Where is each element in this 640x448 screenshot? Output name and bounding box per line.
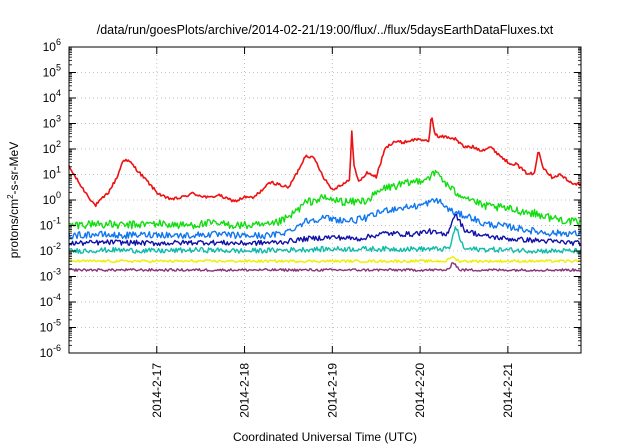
y-tick-base: 10 bbox=[43, 66, 57, 80]
y-tick-base: 10 bbox=[40, 321, 54, 335]
x-tick-label: 2014-2-18 bbox=[238, 363, 252, 418]
x-tick-label: 2014-2-20 bbox=[413, 363, 427, 418]
y-tick-label: 10-4 bbox=[40, 292, 61, 309]
y-tick-exponent: -1 bbox=[53, 216, 61, 226]
y-tick-base: 10 bbox=[40, 219, 54, 233]
y-tick-base: 10 bbox=[43, 193, 57, 207]
y-tick-base: 10 bbox=[43, 117, 57, 131]
y-tick-exponent: 3 bbox=[56, 114, 61, 124]
y-tick-exponent: 2 bbox=[56, 139, 61, 149]
y-tick-label: 10-6 bbox=[40, 343, 61, 360]
series-line-7 bbox=[68, 262, 582, 272]
series-line-6 bbox=[68, 255, 582, 264]
y-tick-base: 10 bbox=[40, 295, 54, 309]
y-tick-base: 10 bbox=[43, 168, 57, 182]
y-tick-label: 101 bbox=[43, 165, 61, 182]
y-tick-base: 10 bbox=[40, 270, 54, 284]
y-tick-base: 10 bbox=[40, 244, 54, 258]
y-tick-label: 103 bbox=[43, 114, 61, 131]
y-tick-exponent: 0 bbox=[56, 190, 61, 200]
y-tick-label: 10-3 bbox=[40, 267, 61, 284]
y-tick-label: 105 bbox=[43, 63, 61, 80]
y-tick-base: 10 bbox=[43, 142, 57, 156]
y-tick-exponent: 1 bbox=[56, 165, 61, 175]
y-tick-label: 10-1 bbox=[40, 216, 61, 233]
y-axis-label-part-2: -s-sr-MeV bbox=[7, 142, 21, 195]
series-line-2 bbox=[68, 169, 582, 230]
y-axis: 10-610-510-410-310-210-11001011021031041… bbox=[40, 37, 581, 360]
y-tick-exponent: -4 bbox=[53, 292, 61, 302]
y-tick-exponent: -3 bbox=[53, 267, 61, 277]
y-axis-label-part-1: protons/cm bbox=[7, 199, 21, 258]
y-tick-exponent: -2 bbox=[53, 241, 61, 251]
x-tick-label: 2014-2-21 bbox=[501, 363, 515, 418]
y-tick-label: 100 bbox=[43, 190, 61, 207]
y-tick-base: 10 bbox=[40, 346, 54, 360]
x-tick-label: 2014-2-19 bbox=[325, 363, 339, 418]
series-line-3 bbox=[68, 197, 582, 240]
y-tick-label: 104 bbox=[43, 88, 61, 105]
x-axis: 2014-2-17 2014-2-18 2014-2-19 2014-2-20 2014… bbox=[150, 47, 515, 418]
series-line-5 bbox=[68, 226, 582, 254]
x-tick-label: 2014-2-17 bbox=[150, 363, 164, 418]
y-tick-label: 102 bbox=[43, 139, 61, 156]
series-line-1 bbox=[68, 117, 582, 208]
series-line-4 bbox=[68, 213, 582, 247]
y-axis-label: protons/cm2-s-sr-MeV bbox=[6, 142, 21, 258]
y-tick-base: 10 bbox=[43, 91, 57, 105]
series-group bbox=[68, 117, 582, 272]
y-tick-exponent: 5 bbox=[56, 63, 61, 73]
y-tick-exponent: -6 bbox=[53, 343, 61, 353]
y-tick-exponent: 4 bbox=[56, 88, 61, 98]
y-tick-label: 106 bbox=[43, 37, 61, 54]
y-axis-label-exponent: 2 bbox=[6, 194, 15, 199]
y-tick-label: 10-5 bbox=[40, 318, 61, 335]
y-tick-exponent: -5 bbox=[53, 318, 61, 328]
chart-title: /data/run/goesPlots/archive/2014-02-21/1… bbox=[97, 23, 554, 37]
y-tick-base: 10 bbox=[43, 40, 57, 54]
y-tick-exponent: 6 bbox=[56, 37, 61, 47]
x-axis-label: Coordinated Universal Time (UTC) bbox=[233, 430, 417, 444]
y-tick-label: 10-2 bbox=[40, 241, 61, 258]
